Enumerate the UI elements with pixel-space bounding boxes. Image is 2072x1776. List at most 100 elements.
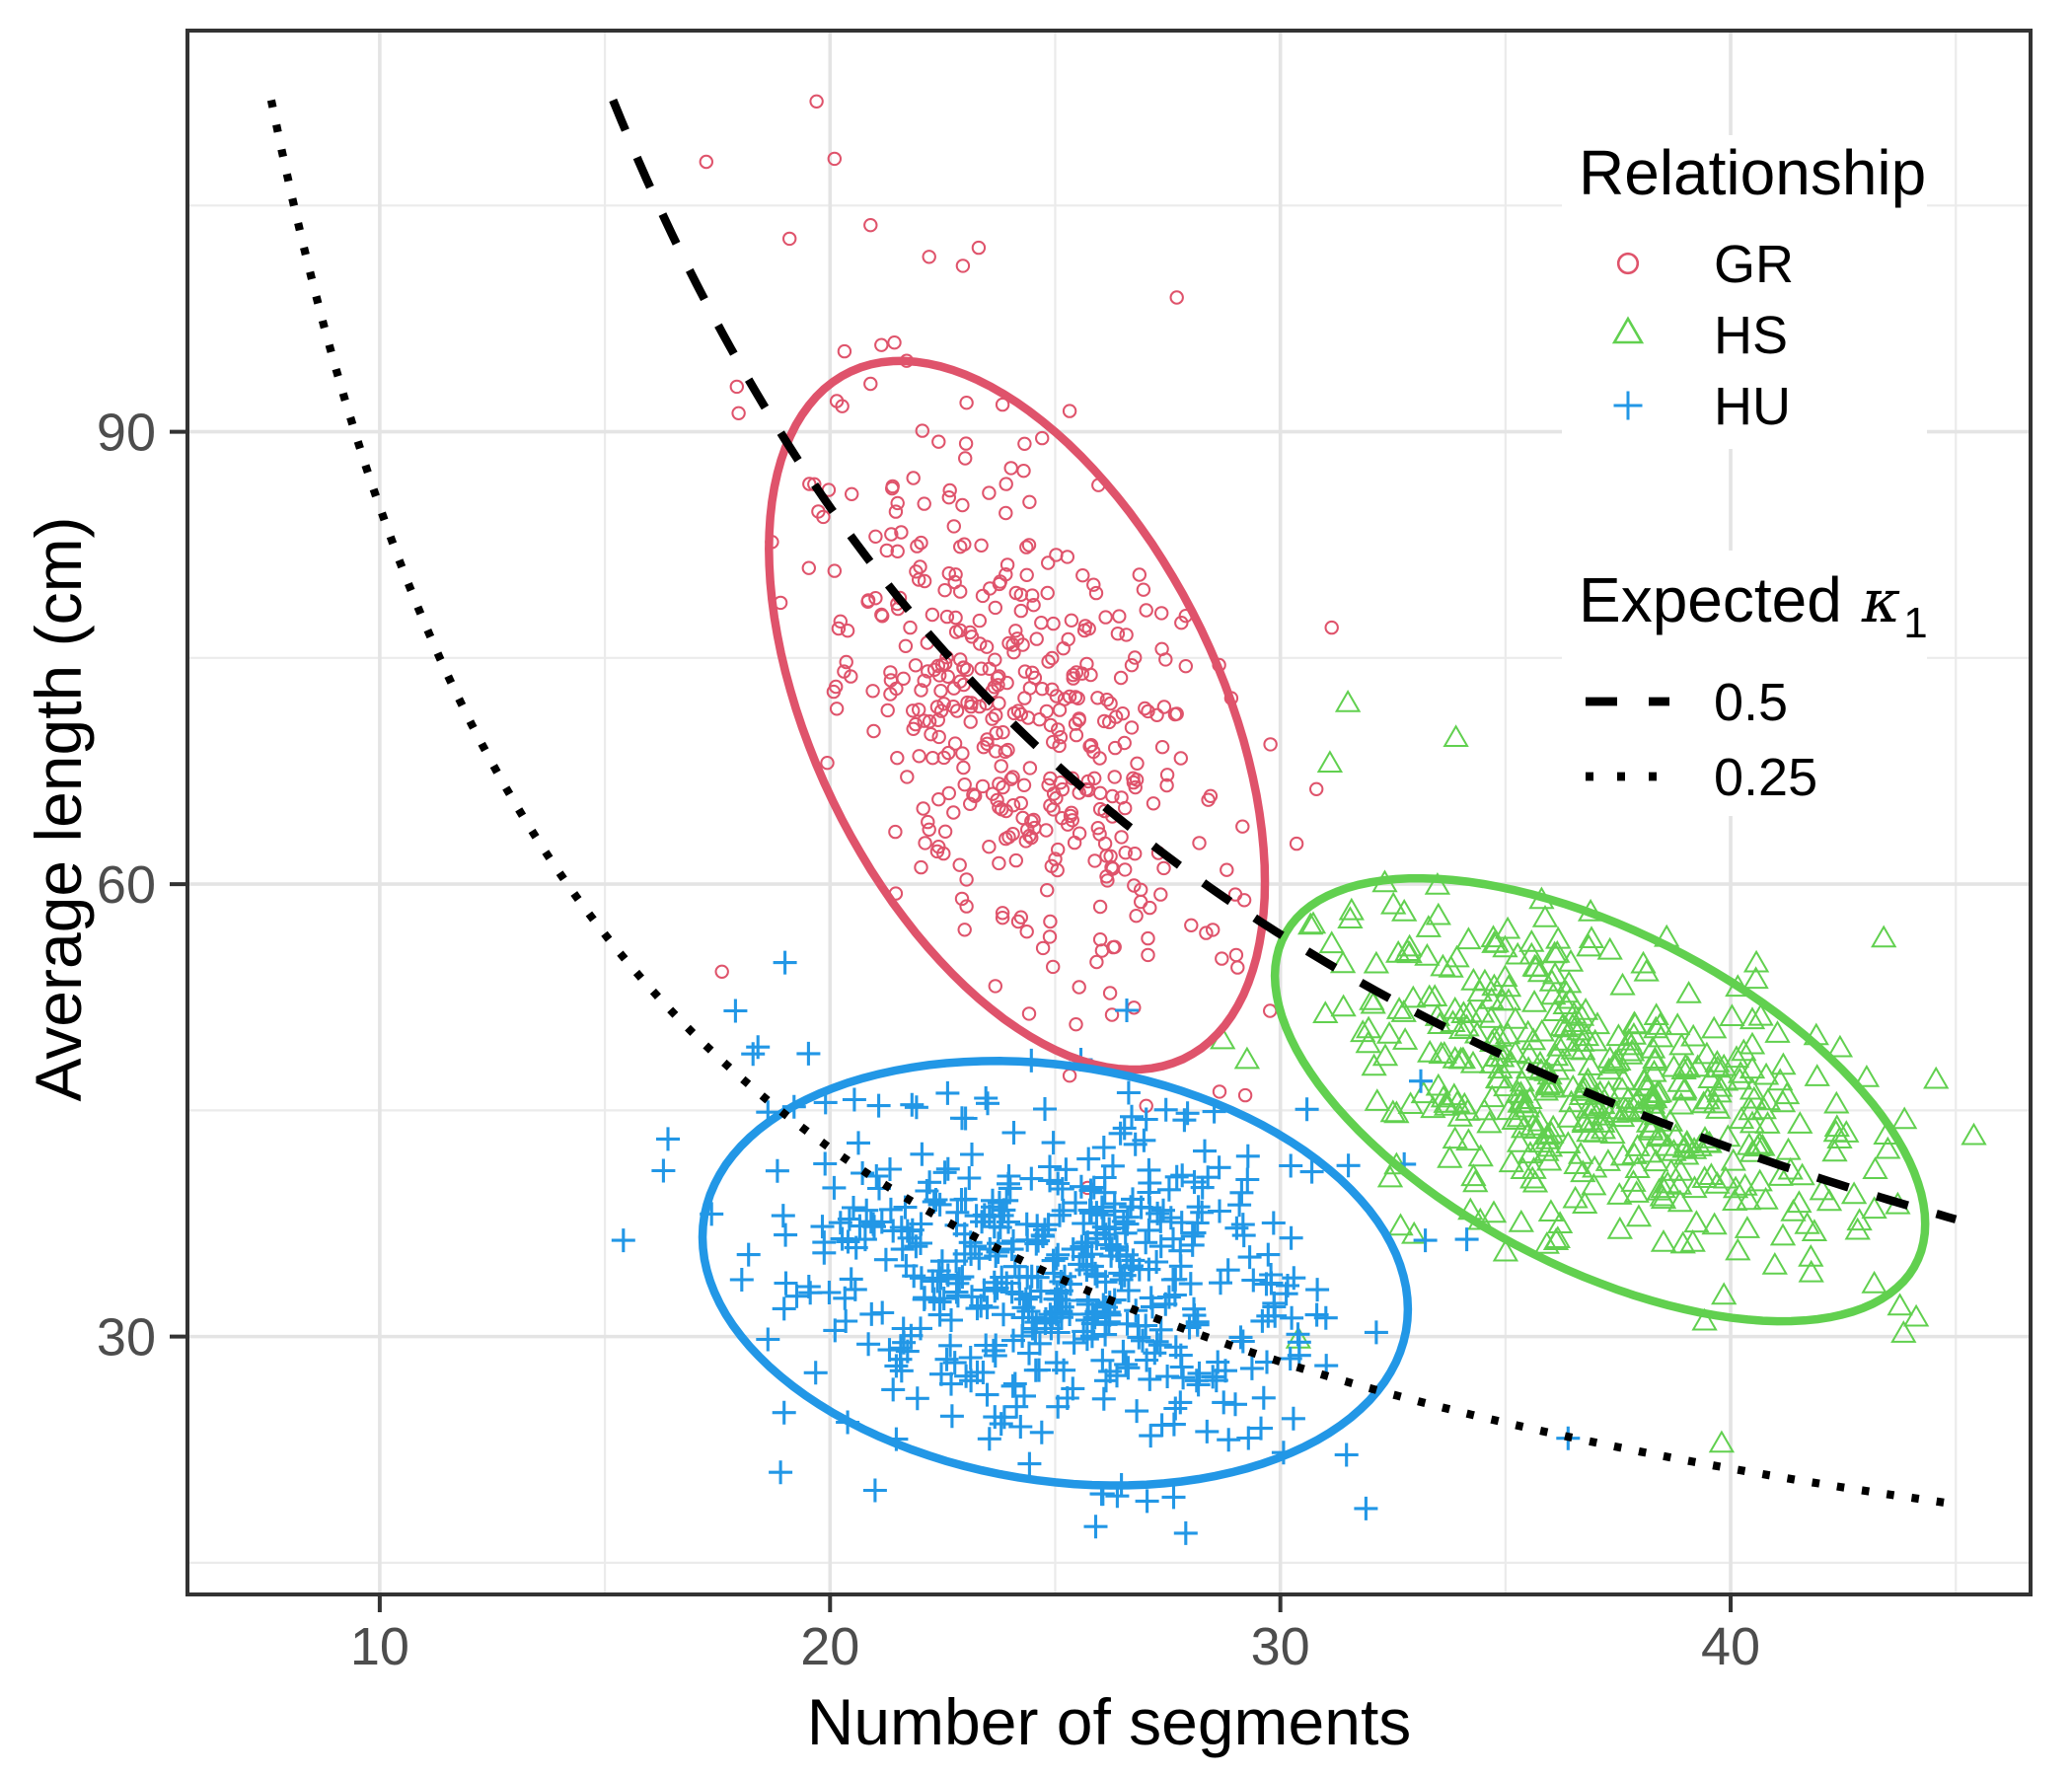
point-GR [1119,628,1134,642]
point-GR [980,736,995,751]
point-GR [975,778,991,794]
point-GR [1088,585,1104,601]
point-GR [948,610,963,626]
point-GR [999,831,1013,847]
point-GR [809,94,824,110]
point-GR [827,151,842,167]
point-GR [914,683,928,698]
point-GR [1041,555,1056,570]
point-GR [1235,819,1250,834]
point-GR [1083,738,1099,753]
point-GR [829,394,845,408]
point-GR [917,496,931,511]
point-GR [959,899,974,914]
point-GR [714,964,729,979]
point-GR [906,721,921,736]
point-GR [826,684,842,700]
point-GR [1173,751,1189,766]
point-GR [1184,918,1199,932]
curve-kappa-0.25 [266,99,1957,1509]
point-GR [1072,980,1086,995]
point-GR [1102,986,1118,1000]
point-GR [868,529,883,544]
point-GR [903,620,918,635]
point-GR [1022,761,1038,776]
point-GR [963,714,978,729]
point-GR [998,744,1012,760]
point-GR [1134,882,1148,897]
point-GR [1132,567,1147,582]
point-GR [1114,790,1129,805]
point-GR [1169,706,1184,721]
point-GR [1063,808,1078,824]
point-GR [1092,899,1108,915]
point-GR [1021,1006,1037,1021]
x-tick-label: 20 [800,1617,859,1676]
point-GR [1289,836,1304,851]
legend-relationship-title: Relationship [1579,137,1926,208]
point-GR [1124,658,1140,673]
point-GR [948,567,963,582]
point-GR [1082,739,1097,754]
point-GR [879,543,894,558]
point-GR [874,607,889,623]
legend-label-0.5: 0.5 [1714,673,1788,732]
point-GR [980,732,995,747]
point-GR [1022,494,1037,509]
point-GR [914,859,928,875]
point-GR [956,660,971,675]
point-GR [1156,700,1172,714]
point-GR [999,505,1013,521]
point-GR [1309,781,1324,796]
point-GR [953,674,968,689]
point-GR [959,872,974,887]
point-GR [1108,740,1123,756]
point-GR [1013,910,1029,925]
point-GR [880,703,895,718]
point-GR [890,495,905,511]
point-GR [1045,682,1060,697]
curves-layer [266,98,1958,1509]
point-GR [1042,929,1058,944]
point-GR [906,471,921,485]
point-GR [912,703,926,717]
point-GR [1104,1007,1120,1022]
legend-key-GR [1616,252,1640,275]
legend-kappa-subscript: 1 [1903,599,1927,647]
point-GR [874,337,889,352]
point-GR [941,490,956,505]
point-GR [811,504,826,519]
point-GR [1046,959,1061,975]
point-GR [1041,654,1056,669]
point-GR [1018,834,1034,849]
point-GR [983,581,998,596]
point-GR [1046,616,1061,631]
point-GR [992,777,1006,791]
point-GR [1178,659,1194,674]
y-tick-label: 60 [97,855,156,915]
point-GR [833,614,848,629]
point-GR [782,231,797,247]
point-GR [1035,940,1051,956]
point-GR [947,736,963,751]
point-GR [1113,670,1129,686]
point-GR [890,751,905,766]
point-GR [1154,641,1169,656]
point-GR [1099,869,1114,884]
point-GR [931,792,946,807]
point-GR [1051,842,1066,857]
point-GR [1220,862,1234,877]
point-GR [1237,1087,1253,1103]
point-GR [916,801,930,816]
point-GR [989,744,1003,759]
point-GR [955,497,970,513]
point-GR [1039,703,1055,719]
point-GR [937,824,953,839]
point-GR [1008,852,1024,868]
point-GR [1149,707,1164,722]
point-GR [1040,585,1055,601]
point-GR [1026,598,1041,613]
point-GR [1016,777,1032,792]
point-GR [1124,720,1140,735]
point-GR [995,397,1010,412]
